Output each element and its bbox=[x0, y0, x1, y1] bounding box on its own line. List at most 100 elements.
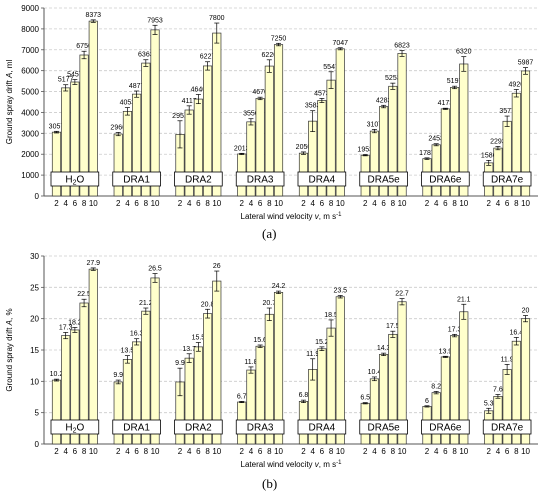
bar bbox=[212, 280, 222, 445]
panel-label-a: (a) bbox=[262, 226, 277, 241]
x-tick-label: 4 bbox=[187, 447, 192, 456]
x-tick-label: 4 bbox=[434, 199, 439, 208]
data-label: 17.3 bbox=[59, 324, 73, 331]
data-label: 21.2 bbox=[139, 300, 153, 307]
x-tick-label: 8 bbox=[82, 447, 87, 456]
data-label: 7800 bbox=[209, 15, 225, 22]
x-tick-label: 4 bbox=[125, 447, 130, 456]
y-axis-label: Ground spray drift A, % bbox=[5, 308, 14, 391]
x-tick-label: 8 bbox=[267, 199, 272, 208]
data-label: 6.7 bbox=[237, 393, 247, 400]
group-label-box bbox=[174, 171, 223, 187]
data-label: 23.5 bbox=[333, 287, 347, 294]
bar bbox=[150, 277, 160, 445]
y-tick-label: 30 bbox=[30, 252, 39, 261]
x-tick-label: 6 bbox=[443, 447, 448, 456]
x-tick-label: 6 bbox=[258, 447, 263, 456]
group-label: DRA4 bbox=[309, 423, 336, 434]
data-label: 5987 bbox=[518, 60, 534, 67]
x-tick-label: 4 bbox=[63, 447, 68, 456]
x-tick-label: 6 bbox=[73, 199, 78, 208]
group-label: DRA5e bbox=[368, 423, 401, 434]
data-label: 7047 bbox=[332, 40, 348, 47]
bar bbox=[88, 268, 98, 445]
x-tick-label: 10 bbox=[459, 199, 468, 208]
data-label: 11.9 bbox=[501, 356, 514, 363]
x-tick-label: 8 bbox=[391, 447, 396, 456]
y-tick-label: 5000 bbox=[21, 88, 39, 97]
group-label: H2O bbox=[65, 423, 84, 435]
x-tick-label: 4 bbox=[372, 199, 377, 208]
y-tick-label: 0 bbox=[35, 192, 40, 201]
group-label-box bbox=[50, 419, 100, 435]
x-tick-label: 4 bbox=[434, 447, 439, 456]
data-label: 2293 bbox=[490, 138, 506, 145]
x-tick-label: 6 bbox=[505, 199, 510, 208]
data-label: 6220 bbox=[262, 52, 278, 59]
bar bbox=[88, 20, 98, 197]
x-tick-label: 2 bbox=[178, 447, 183, 456]
data-label: 22.5 bbox=[77, 291, 91, 298]
data-label: 5457 bbox=[67, 72, 83, 79]
data-label: 11.9 bbox=[306, 351, 319, 358]
group-label: DRA3 bbox=[247, 175, 274, 186]
group-label-box bbox=[297, 419, 347, 435]
data-label: 1787 bbox=[419, 150, 435, 157]
panel-label-b: (b) bbox=[262, 476, 278, 491]
data-label: 3577 bbox=[499, 108, 515, 115]
y-tick-label: 20 bbox=[30, 315, 39, 324]
data-label: 4877 bbox=[129, 83, 145, 90]
y-tick-label: 8000 bbox=[21, 25, 39, 34]
x-tick-label: 2 bbox=[486, 199, 491, 208]
data-label: 5.3 bbox=[484, 400, 494, 407]
x-tick-label: 2 bbox=[116, 199, 121, 208]
x-tick-label: 2 bbox=[239, 447, 244, 456]
group-label-box bbox=[112, 171, 161, 187]
x-tick-label: 8 bbox=[514, 199, 519, 208]
data-label: 18.5 bbox=[324, 312, 338, 319]
x-tick-label: 8 bbox=[205, 447, 210, 456]
x-tick-label: 4 bbox=[496, 447, 501, 456]
bar bbox=[150, 29, 160, 197]
x-tick-label: 2 bbox=[363, 447, 368, 456]
x-tick-label: 2 bbox=[178, 199, 183, 208]
group-label-box bbox=[421, 171, 470, 187]
data-label: 1953 bbox=[357, 147, 373, 154]
data-label: 20.7 bbox=[263, 300, 277, 307]
y-tick-label: 15 bbox=[30, 346, 39, 355]
chart-b: 0 5 10 15 20 25 30 Ground spray drift A, % 10.2 2… bbox=[5, 252, 538, 469]
bar bbox=[51, 131, 62, 197]
group-label-box bbox=[359, 419, 408, 435]
data-label: 26 bbox=[213, 263, 221, 270]
data-label: 3550 bbox=[243, 111, 259, 118]
group-label: DRA6e bbox=[429, 175, 462, 186]
data-label: 7953 bbox=[147, 17, 163, 24]
data-label: 13.7 bbox=[182, 346, 196, 353]
bar bbox=[431, 392, 441, 445]
x-tick-label: 10 bbox=[89, 447, 98, 456]
y-tick-label: 5 bbox=[35, 409, 40, 418]
x-tick-label: 2 bbox=[239, 199, 244, 208]
data-label: 2453 bbox=[428, 136, 444, 143]
data-label: 8.2 bbox=[431, 383, 441, 390]
data-label: 27.9 bbox=[86, 260, 100, 267]
bar bbox=[51, 379, 62, 445]
x-tick-label: 10 bbox=[274, 447, 283, 456]
group-label-box bbox=[482, 419, 532, 435]
y-tick-label: 6000 bbox=[21, 67, 39, 76]
x-tick-label: 2 bbox=[486, 447, 491, 456]
x-tick-label: 2 bbox=[425, 447, 430, 456]
data-label: 4670 bbox=[252, 89, 268, 96]
data-label: 6320 bbox=[456, 49, 472, 56]
group-label: H2O bbox=[65, 175, 84, 187]
x-tick-label: 8 bbox=[514, 447, 519, 456]
data-label: 6363 bbox=[138, 52, 154, 59]
y-tick-label: 9000 bbox=[21, 4, 39, 13]
data-label: 11.8 bbox=[244, 359, 257, 366]
bar bbox=[113, 381, 123, 445]
data-label: 4173 bbox=[438, 100, 454, 107]
data-label: 20.8 bbox=[201, 301, 215, 308]
data-label: 6.5 bbox=[360, 395, 370, 402]
x-tick-label: 6 bbox=[381, 199, 386, 208]
bar bbox=[431, 144, 441, 197]
